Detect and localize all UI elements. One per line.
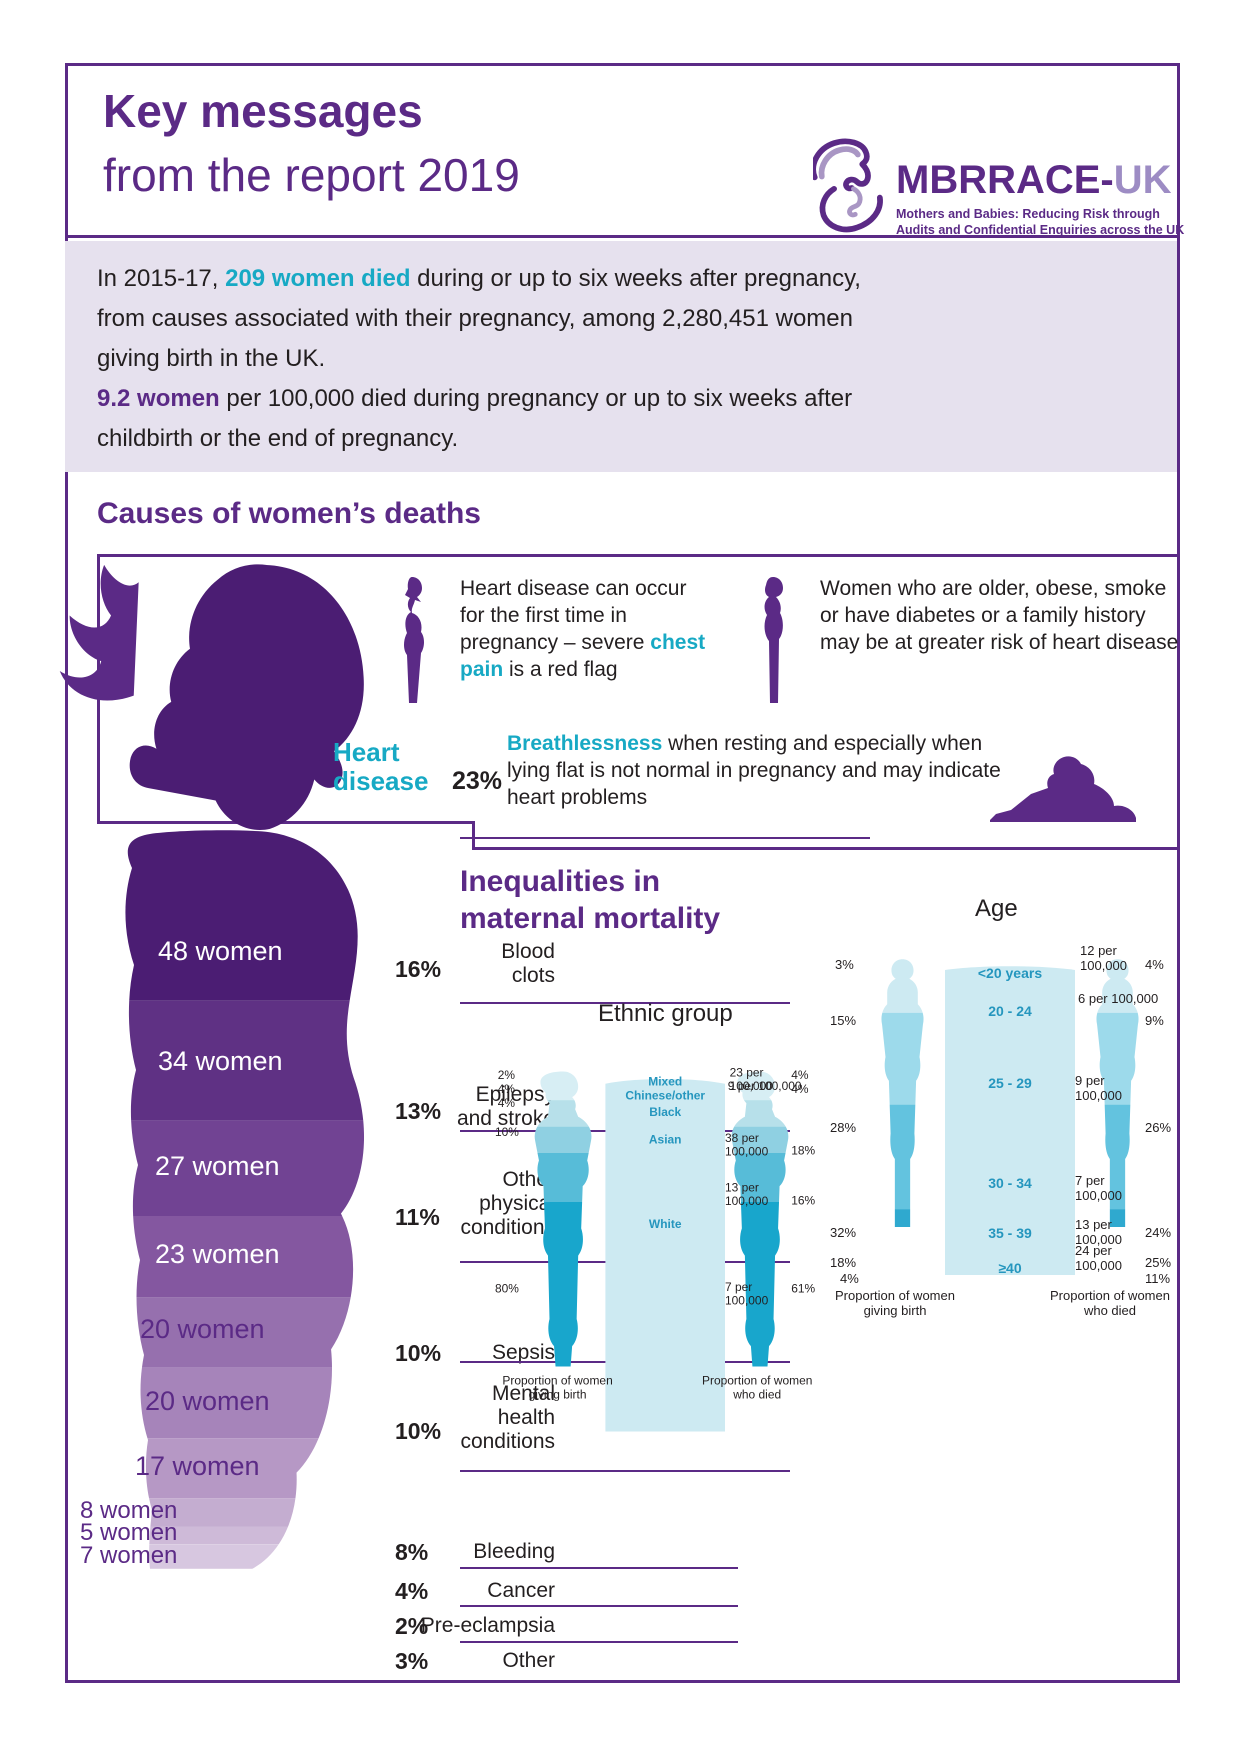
- svg-text:20 women: 20 women: [140, 1314, 265, 1344]
- svg-text:7 women: 7 women: [80, 1542, 177, 1569]
- svg-text:34 women: 34 women: [158, 1046, 283, 1076]
- svg-text:17 women: 17 women: [135, 1451, 260, 1481]
- svg-text:23 women: 23 women: [155, 1239, 280, 1269]
- svg-text:20 women: 20 women: [145, 1386, 270, 1416]
